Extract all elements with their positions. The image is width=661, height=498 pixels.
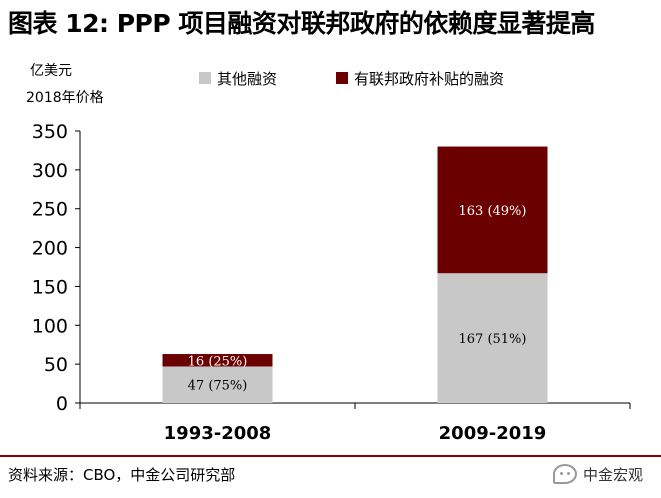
watermark-label: 中金宏观 xyxy=(582,465,643,484)
y-tick-label: 350 xyxy=(32,121,68,143)
legend-swatch-other xyxy=(199,72,211,84)
data-label: 16 (25%) xyxy=(188,354,248,369)
unit-label: 亿美元 xyxy=(30,63,72,79)
legend-label-other: 其他融资 xyxy=(217,70,277,88)
y-tick-label: 300 xyxy=(32,160,68,182)
bar-segment xyxy=(162,366,273,403)
data-label: 167 (51%) xyxy=(459,332,527,347)
wechat-icon xyxy=(552,464,577,484)
bar-segment xyxy=(437,146,548,274)
bar-segment xyxy=(437,273,548,403)
legend-swatch-federal xyxy=(336,72,348,84)
x-tick-label: 2009-2019 xyxy=(439,423,547,444)
x-axis: 1993-2008 2009-2019 xyxy=(79,402,631,444)
data-label: 47 (75%) xyxy=(188,379,248,394)
y-tick-label: 0 xyxy=(56,393,68,415)
footer-divider xyxy=(0,455,661,457)
source-note: 资料来源：CBO，中金公司研究部 xyxy=(8,466,236,484)
data-label: 163 (49%) xyxy=(459,204,527,219)
bars: 47 (75%) 16 (25%) 167 (51%) 163 (49%) xyxy=(162,146,548,403)
y-axis: 0 50 100 150 200 250 300 350 xyxy=(32,121,81,415)
y-tick-label: 100 xyxy=(32,315,68,337)
x-tick-label: 1993-2008 xyxy=(164,423,272,444)
legend: 其他融资 有联邦政府补贴的融资 xyxy=(199,70,504,88)
y-tick-label: 200 xyxy=(32,238,68,260)
chart-title: 图表 12: PPP 项目融资对联邦政府的依赖度显著提高 xyxy=(8,9,595,38)
watermark: 中金宏观 xyxy=(552,460,643,488)
unit-label-price-year: 2018年价格 xyxy=(26,90,104,106)
y-tick-label: 50 xyxy=(44,354,68,376)
y-tick-label: 250 xyxy=(32,199,68,221)
y-tick-label: 150 xyxy=(32,276,68,298)
chart: 亿美元 2018年价格 其他融资 有联邦政府补贴的融资 0 50 100 150 200… xyxy=(26,63,631,444)
bar-segment xyxy=(162,354,273,367)
legend-label-federal: 有联邦政府补贴的融资 xyxy=(354,70,504,88)
